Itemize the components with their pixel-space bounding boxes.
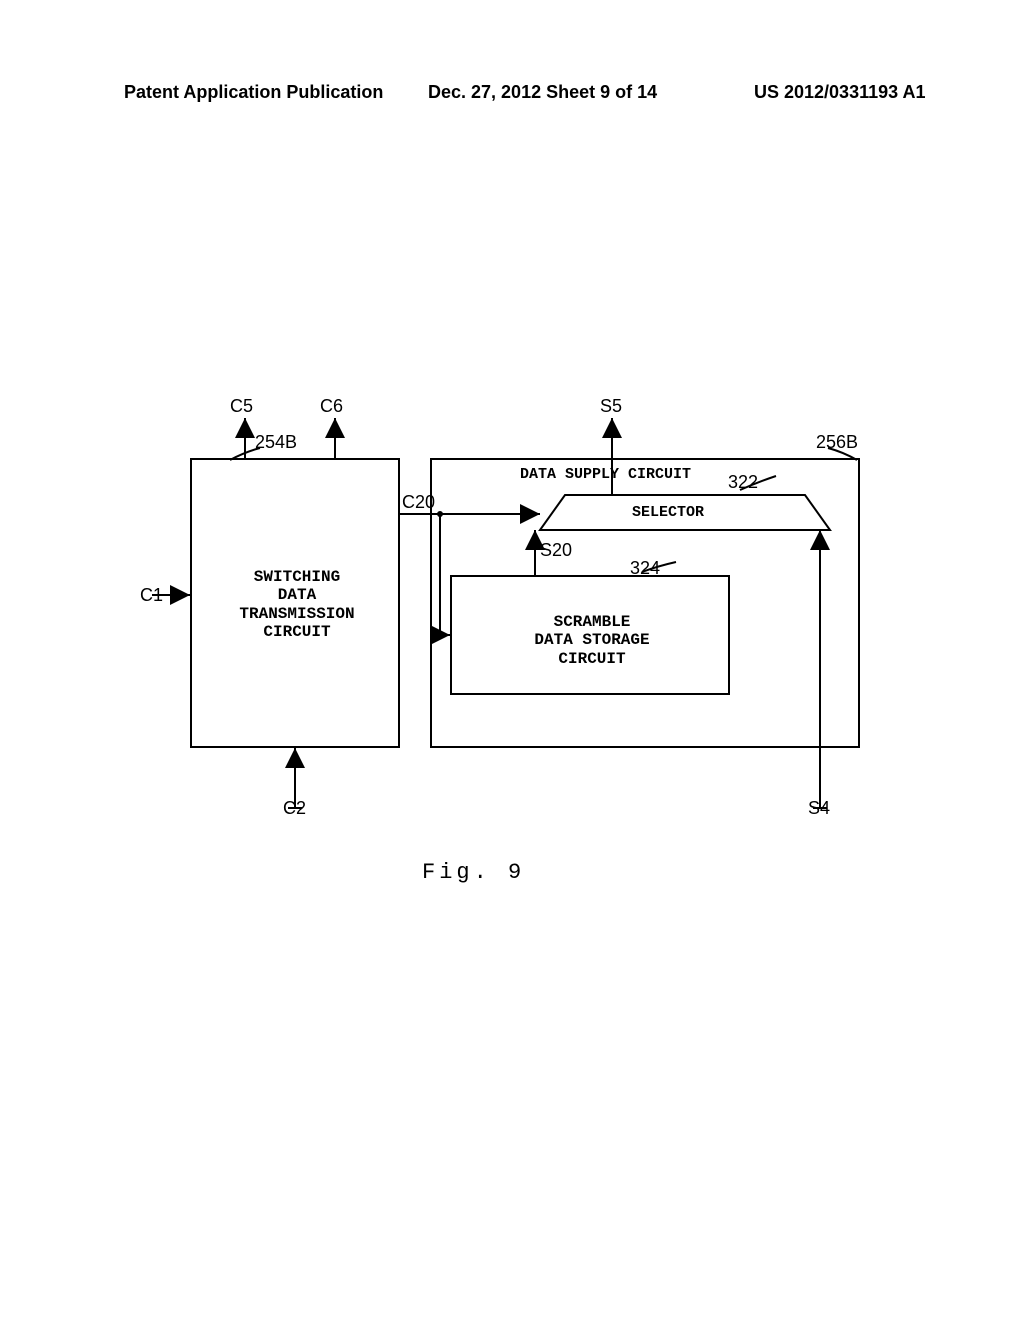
selector-label: SELECTOR [632, 504, 704, 521]
ref-322: 322 [728, 472, 758, 493]
sig-c5: C5 [230, 396, 253, 417]
sig-s20: S20 [540, 540, 572, 561]
header-left: Patent Application Publication [124, 82, 383, 103]
ref-324: 324 [630, 558, 660, 579]
sig-c20: C20 [402, 492, 435, 513]
sig-s5: S5 [600, 396, 622, 417]
sig-s4: S4 [808, 798, 830, 819]
sig-c2: C2 [283, 798, 306, 819]
header-center: Dec. 27, 2012 Sheet 9 of 14 [428, 82, 657, 103]
ref-256b: 256B [816, 432, 858, 453]
header-right: US 2012/0331193 A1 [754, 82, 925, 103]
sig-c6: C6 [320, 396, 343, 417]
figure-caption: Fig. 9 [422, 860, 525, 885]
sig-c1: C1 [140, 585, 163, 606]
diagram-svg [140, 410, 900, 890]
block-diagram: SWITCHINGDATATRANSMISSIONCIRCUIT DATA SU… [140, 410, 900, 890]
ref-254b: 254B [255, 432, 297, 453]
